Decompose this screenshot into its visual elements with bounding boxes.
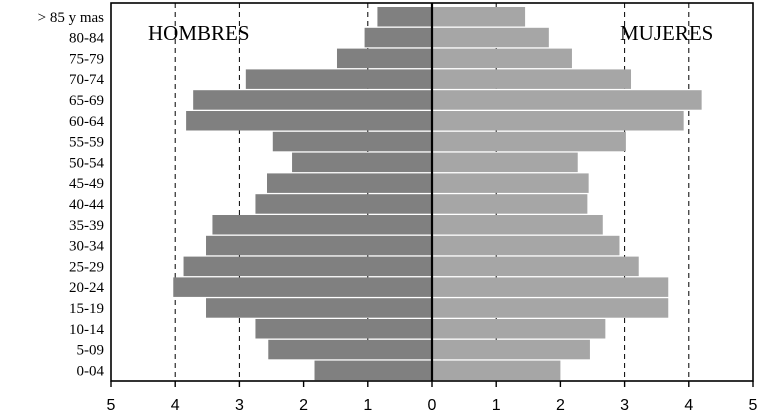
tick-label: 5 xyxy=(749,397,758,414)
bar-hombres xyxy=(206,235,432,256)
category-label: 75-79 xyxy=(69,51,104,67)
category-label: 10-14 xyxy=(69,322,104,338)
hombres-label: HOMBRES xyxy=(148,21,250,45)
bar-hombres xyxy=(314,360,432,381)
bar-hombres xyxy=(193,90,432,110)
bar-hombres xyxy=(206,298,432,318)
tick-label: 3 xyxy=(620,397,629,414)
bar-hombres xyxy=(212,215,432,235)
category-label: 15-19 xyxy=(69,301,104,317)
tick-label: 1 xyxy=(492,397,501,414)
bar-mujeres xyxy=(432,111,684,131)
tick-label: 5 xyxy=(107,397,116,414)
bar-mujeres xyxy=(432,360,561,381)
bar-mujeres xyxy=(432,339,590,360)
bar-hombres xyxy=(183,256,432,277)
category-label: 35-39 xyxy=(69,218,104,234)
bar-mujeres xyxy=(432,235,620,256)
bar-mujeres xyxy=(432,298,669,318)
category-label: 60-64 xyxy=(69,114,104,130)
hombres-bars xyxy=(173,7,433,381)
category-label: 65-69 xyxy=(69,93,104,109)
category-label: 5-09 xyxy=(77,343,105,359)
category-labels: > 85 y mas 80-84 75-79 70-74 65-69 60-64 55-59… xyxy=(38,10,105,380)
tick-label: 2 xyxy=(299,397,308,414)
tick-label: 2 xyxy=(556,397,565,414)
bar-mujeres xyxy=(432,69,632,89)
bar-mujeres xyxy=(432,173,589,193)
bar-hombres xyxy=(336,48,432,69)
bar-hombres xyxy=(173,277,433,297)
bar-mujeres xyxy=(432,131,626,152)
bar-mujeres xyxy=(432,319,606,339)
bar-hombres xyxy=(255,194,432,214)
category-label: 45-49 xyxy=(69,176,104,192)
bar-hombres xyxy=(364,27,432,48)
category-label: 40-44 xyxy=(69,197,104,213)
category-label: 70-74 xyxy=(69,72,104,88)
bar-hombres xyxy=(377,7,432,27)
tick-label: 1 xyxy=(363,397,372,414)
bar-hombres xyxy=(245,69,432,89)
category-label: 55-59 xyxy=(69,135,104,151)
bar-mujeres xyxy=(432,215,603,235)
bar-hombres xyxy=(267,173,432,193)
bar-mujeres xyxy=(432,277,669,297)
category-label: 25-29 xyxy=(69,259,104,275)
bar-mujeres xyxy=(432,90,702,110)
bar-hombres xyxy=(186,111,432,131)
tick-label: 4 xyxy=(684,397,693,414)
mujeres-bars xyxy=(432,7,702,381)
bar-mujeres xyxy=(432,194,588,214)
tick-label: 3 xyxy=(235,397,244,414)
bar-mujeres xyxy=(432,27,549,48)
tick-label: 0 xyxy=(428,397,437,414)
category-label: 20-24 xyxy=(69,280,104,296)
bar-hombres xyxy=(268,339,432,360)
bar-hombres xyxy=(292,152,432,173)
bar-mujeres xyxy=(432,152,578,173)
bar-hombres xyxy=(272,131,432,152)
category-label: 30-34 xyxy=(69,239,104,255)
category-label: 80-84 xyxy=(69,31,104,47)
mujeres-label: MUJERES xyxy=(620,21,713,45)
category-label: 0-04 xyxy=(77,363,105,379)
bar-mujeres xyxy=(432,48,572,69)
x-axis-ticks: 5 4 3 2 1 0 1 2 3 4 5 xyxy=(107,381,758,414)
category-label: > 85 y mas xyxy=(38,10,105,26)
bar-mujeres xyxy=(432,256,639,277)
tick-label: 4 xyxy=(171,397,180,414)
category-label: 50-54 xyxy=(69,155,104,171)
bar-hombres xyxy=(255,319,432,339)
bar-mujeres xyxy=(432,7,526,27)
